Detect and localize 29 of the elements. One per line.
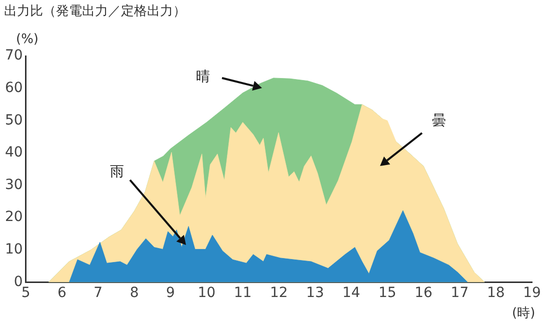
text: 雨 <box>110 163 124 181</box>
y-tick-label: 40 <box>4 144 23 161</box>
y-axis-title: (%) <box>16 32 38 47</box>
x-tick-label: 11 <box>234 285 252 302</box>
x-tick-label: 7 <box>94 285 103 302</box>
y-tick-label: 20 <box>4 209 23 226</box>
series-label: 晴 <box>196 68 210 86</box>
x-tick-label: 16 <box>414 285 433 302</box>
x-axis-title: (時) <box>512 305 536 322</box>
y-tick-label: 30 <box>4 176 23 193</box>
y-tick-label: 70 <box>4 48 23 64</box>
x-tick-label: 17 <box>450 285 469 302</box>
y-tick-label: 0 <box>14 274 23 290</box>
chart-title: 出力比（発電出力／定格出力） <box>4 3 186 20</box>
x-tick-label: 6 <box>58 285 67 302</box>
y-tick-label: 10 <box>4 242 23 258</box>
x-tick-label: 19 <box>523 285 541 302</box>
x-tick-label: 12 <box>270 285 288 302</box>
y-tick-label: 60 <box>4 80 23 96</box>
x-tick-label: 10 <box>198 285 216 302</box>
x-tick-label: 13 <box>306 285 324 302</box>
x-tick-label: 9 <box>166 285 175 302</box>
x-tick-label: 15 <box>378 285 396 302</box>
x-tick-label: 14 <box>342 285 360 302</box>
x-tick-label: 8 <box>130 285 139 302</box>
y-tick-label: 50 <box>4 112 23 128</box>
text: 曇 <box>432 112 446 130</box>
x-tick-label: 5 <box>21 285 30 302</box>
x-tick-label: 18 <box>486 285 505 302</box>
